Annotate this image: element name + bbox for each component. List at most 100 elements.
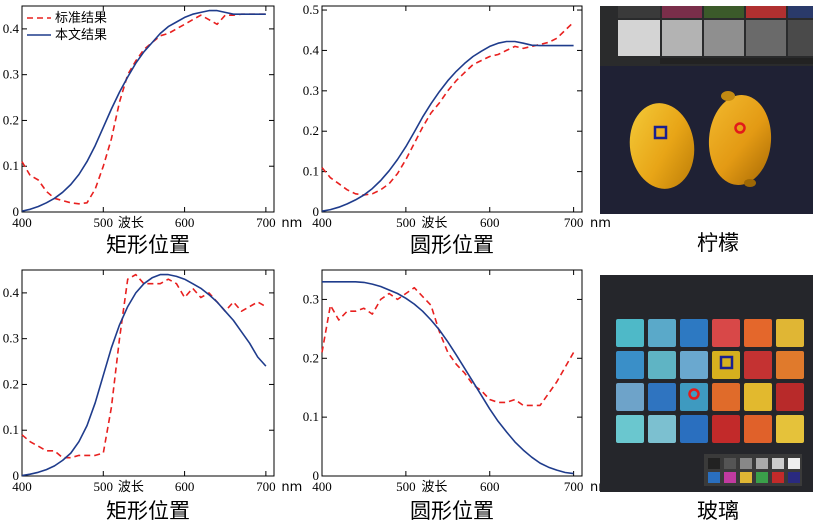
color-strip-swatch [740,458,752,469]
x-axis-label: 波长 [118,480,144,495]
y-tick-label: 0.1 [303,164,319,179]
legend-label-standard: 标准结果 [55,11,107,26]
glass-tile [648,351,676,379]
color-strip-swatch [724,458,736,469]
glass-tile [776,351,804,379]
y-tick-label: 0.1 [3,158,19,173]
chart-rect-bottom: 0 0.1 0.2 0.3 0.4 400 500 600 700 波长 nm 矩形位置 [3,269,302,523]
x-tick-label: 600 [175,215,195,230]
lemon-photo [600,6,813,214]
plot-frame [21,5,275,213]
series-line-standard [21,273,267,459]
x-tick-label: 500 [396,479,416,494]
glass-tile [776,415,804,443]
glass-tile [744,351,772,379]
color-strip-swatch [708,458,720,469]
x-tick-label: 400 [12,479,32,494]
glass-tile [616,319,644,347]
glass-tile [776,383,804,411]
caption-lemon: 柠檬 [697,231,739,255]
y-tick-label: 0.3 [3,67,19,82]
chart-caption: 圆形位置 [410,499,494,523]
y-tick-label: 0.1 [3,422,19,437]
x-tick-label: 500 [94,479,114,494]
chart-caption: 矩形位置 [106,233,190,257]
y-tick-label: 0.2 [3,112,19,127]
color-strip-swatch [788,458,800,469]
glass-tile [680,415,708,443]
glass-tile [744,319,772,347]
y-tick-label: 0.1 [303,409,319,424]
chart-caption: 圆形位置 [410,233,494,257]
color-strip-swatch [772,458,784,469]
glass-tile [712,319,740,347]
color-strip-swatch [724,472,736,483]
color-strip-swatch [788,472,800,483]
plot-frame [321,269,583,477]
series-line-ours [322,281,574,475]
x-axis-label: 波长 [421,216,447,231]
x-tick-label: 400 [12,215,32,230]
x-tick-label: 400 [312,215,332,230]
y-tick-label: 0 [313,204,320,219]
x-tick-label: 700 [564,215,584,230]
glass-tile [776,319,804,347]
series-line-ours [21,273,267,477]
x-tick-label: 400 [312,479,332,494]
color-strip-swatch [756,472,768,483]
color-strip-swatch [740,472,752,483]
y-tick-label: 0.2 [3,376,19,391]
x-axis-label: 波长 [421,480,447,495]
series-line-standard [321,21,575,196]
glass-tile [648,319,676,347]
y-tick-label: 0 [13,468,20,483]
chart-circle-top: 0 0.1 0.2 0.3 0.4 0.5 400 500 600 700 波长 nm 圆形位置 [303,2,611,257]
x-axis-unit: nm [281,216,302,231]
glass-tile [712,351,740,379]
x-tick-label: 700 [256,215,276,230]
y-tick-label: 0.3 [3,331,19,346]
glass-tile [680,351,708,379]
y-tick-label: 0.3 [303,291,319,306]
x-tick-label: 600 [480,215,500,230]
color-strip-swatch [708,472,720,483]
y-tick-label: 0 [313,468,320,483]
x-tick-label: 600 [175,479,195,494]
glass-tile [648,415,676,443]
legend-label-ours: 本文结果 [55,28,107,43]
plot-frame [321,5,583,213]
y-tick-label: 0.5 [303,2,319,17]
y-tick-label: 0.2 [303,350,319,365]
x-tick-label: 700 [564,479,584,494]
glass-tile [616,383,644,411]
color-strip-swatch [756,458,768,469]
chart-circle-bottom: 00.10.20.3400500600700波长nm圆形位置 [303,269,611,523]
chart-caption: 矩形位置 [106,499,190,523]
glass-tile [680,383,708,411]
glass-tile [680,319,708,347]
x-tick-label: 600 [480,479,500,494]
x-tick-label: 500 [396,215,416,230]
glass-tile [616,415,644,443]
glass-tile [616,351,644,379]
x-tick-label: 500 [94,215,114,230]
color-strip-swatch [772,472,784,483]
series-line-ours [21,9,266,212]
glass-tile [744,415,772,443]
glass-photo [600,275,813,492]
y-tick-label: 0 [13,204,20,219]
y-tick-label: 0.4 [3,21,20,36]
glass-tile [648,383,676,411]
glass-tile [712,383,740,411]
series-line-ours [321,40,574,212]
x-tick-label: 700 [256,479,276,494]
y-tick-label: 0.2 [303,123,319,138]
plot-frame [21,269,275,477]
y-tick-label: 0.3 [303,83,319,98]
caption-glass: 玻璃 [697,499,739,523]
glass-tile [712,415,740,443]
series-line-standard [321,286,575,407]
x-axis-unit: nm [281,480,302,495]
x-axis-label: 波长 [118,216,144,231]
